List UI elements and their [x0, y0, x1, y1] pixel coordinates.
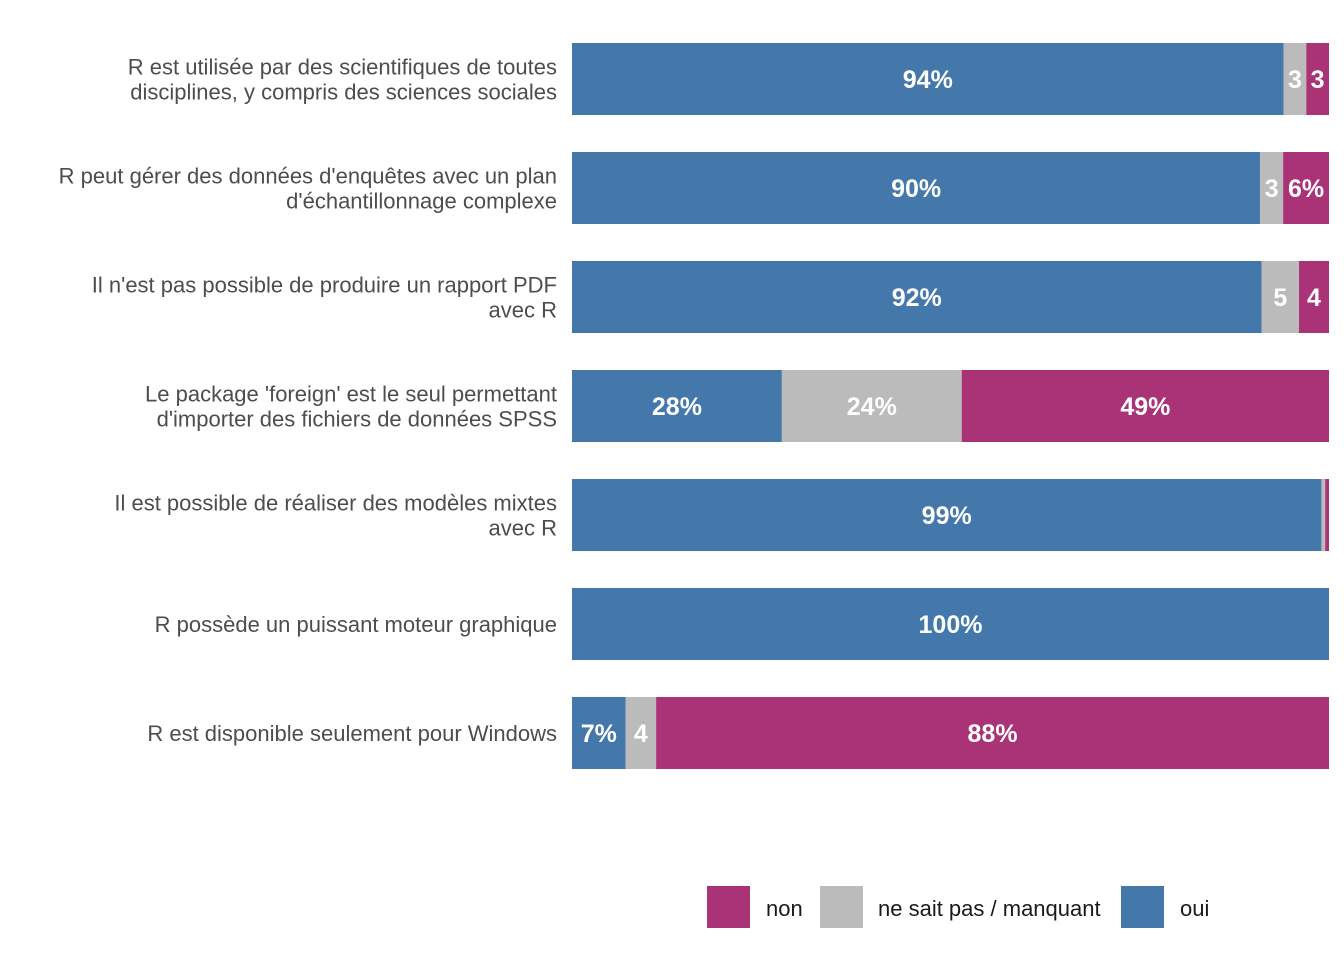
- legend-label: oui: [1180, 896, 1209, 921]
- category-label: Il n'est pas possible de produire un rap…: [92, 273, 557, 298]
- data-label: 5: [1273, 284, 1287, 312]
- bar-segment-non: [656, 697, 1329, 769]
- data-label: 3: [1265, 175, 1279, 203]
- legend: non ne sait pas / manquant oui: [707, 886, 1209, 928]
- bar-segment-oui: [572, 261, 1262, 333]
- data-label: 4: [634, 720, 648, 748]
- data-label: 49%: [1120, 393, 1170, 421]
- bars: 94% 3 390% 3 6%92% 5 428% 24% 49%99%100%7% 4 88%: [572, 43, 1330, 769]
- data-label: 3: [1288, 66, 1302, 94]
- bar-segment-ne-sait-pas-manquant: [1260, 152, 1284, 224]
- bar-segment-ne-sait-pas-manquant: [1283, 43, 1307, 115]
- legend-label: non: [766, 896, 803, 921]
- data-label: 6%: [1288, 175, 1324, 203]
- category-label: R possède un puissant moteur graphique: [155, 612, 557, 637]
- legend-swatch: [820, 886, 863, 928]
- bar-segment-ne-sait-pas-manquant: [1321, 479, 1326, 551]
- legend-swatch: [1121, 886, 1164, 928]
- bar-segment-non: [1325, 479, 1330, 551]
- data-label: 92%: [892, 284, 942, 312]
- bar-segment-non: [1283, 152, 1329, 224]
- legend-label: ne sait pas / manquant: [878, 896, 1101, 921]
- category-label: d'échantillonnage complexe: [286, 189, 557, 214]
- category-label: d'importer des fichiers de données SPSS: [157, 407, 557, 432]
- bar-segment-non: [1306, 43, 1329, 115]
- bar-segment-non: [961, 370, 1329, 442]
- category-label: disciplines, y compris des sciences soci…: [130, 80, 557, 105]
- data-label: 99%: [922, 502, 972, 530]
- bar-segment-oui: [572, 370, 782, 442]
- bar-segment-ne-sait-pas-manquant: [625, 697, 657, 769]
- data-label: 4: [1307, 284, 1321, 312]
- category-label: Il est possible de réaliser des modèles …: [114, 491, 557, 516]
- category-label: R peut gérer des données d'enquêtes avec…: [59, 164, 557, 189]
- bar-segment-ne-sait-pas-manquant: [1261, 261, 1300, 333]
- category-label: R est disponible seulement pour Windows: [147, 721, 557, 746]
- bar-segment-oui: [572, 697, 626, 769]
- legend-swatch: [707, 886, 750, 928]
- data-label: 100%: [919, 611, 983, 639]
- bar-segment-oui: [572, 152, 1261, 224]
- data-label: 7%: [581, 720, 617, 748]
- category-label: Le package 'foreign' est le seul permett…: [145, 382, 557, 407]
- data-label: 3: [1311, 66, 1325, 94]
- data-label: 94%: [903, 66, 953, 94]
- data-label: 90%: [891, 175, 941, 203]
- category-label: R est utilisée par des scientifiques de …: [128, 55, 557, 80]
- bar-segment-oui: [572, 43, 1284, 115]
- bar-segment-oui: [572, 588, 1329, 660]
- data-label: 28%: [652, 393, 702, 421]
- data-label: 24%: [847, 393, 897, 421]
- category-labels: R est utilisée par des scientifiques de …: [59, 55, 557, 747]
- bar-segment-oui: [572, 479, 1322, 551]
- category-label: avec R: [489, 298, 557, 323]
- category-label: avec R: [489, 516, 557, 541]
- data-label: 88%: [968, 720, 1018, 748]
- bar-segment-ne-sait-pas-manquant: [781, 370, 962, 442]
- bar-segment-non: [1299, 261, 1329, 333]
